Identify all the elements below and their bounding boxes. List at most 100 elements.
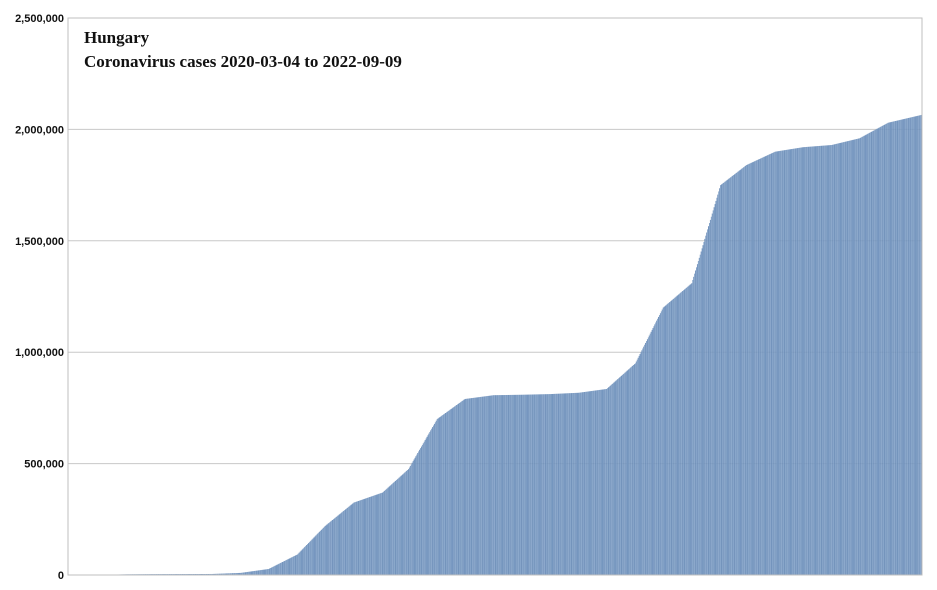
bar bbox=[536, 394, 538, 575]
bar bbox=[255, 570, 257, 575]
bar bbox=[759, 159, 760, 575]
bar bbox=[472, 397, 474, 575]
bar bbox=[380, 493, 382, 575]
bar bbox=[328, 522, 330, 575]
bar bbox=[710, 216, 712, 575]
bar bbox=[372, 495, 374, 575]
bar bbox=[583, 391, 585, 575]
bar bbox=[258, 570, 259, 575]
bar bbox=[759, 158, 761, 575]
bar bbox=[507, 394, 509, 575]
bar bbox=[511, 394, 513, 575]
bar bbox=[802, 147, 804, 575]
bar bbox=[724, 181, 726, 575]
bar bbox=[319, 531, 321, 575]
bar bbox=[864, 135, 866, 576]
bar bbox=[587, 391, 589, 575]
bar bbox=[601, 389, 603, 575]
bar bbox=[447, 411, 449, 575]
bar bbox=[608, 386, 610, 575]
bar bbox=[433, 425, 434, 575]
bar bbox=[275, 565, 277, 575]
bar bbox=[740, 169, 742, 575]
bar bbox=[253, 571, 255, 575]
bar bbox=[703, 242, 705, 575]
bar bbox=[219, 573, 221, 575]
y-tick-label: 500,000 bbox=[24, 459, 64, 471]
bar bbox=[314, 536, 316, 575]
bar bbox=[220, 573, 222, 575]
bar bbox=[826, 145, 828, 576]
bar bbox=[824, 145, 826, 575]
bar bbox=[684, 288, 686, 575]
bar bbox=[865, 134, 867, 576]
bar bbox=[290, 557, 292, 575]
bar bbox=[716, 197, 718, 575]
bar bbox=[357, 501, 359, 575]
bar bbox=[239, 572, 241, 575]
bar bbox=[607, 388, 609, 575]
bar bbox=[216, 573, 218, 575]
bar bbox=[809, 146, 811, 575]
bar bbox=[331, 520, 333, 575]
bar bbox=[434, 422, 436, 575]
bar bbox=[685, 287, 687, 575]
bar bbox=[498, 395, 500, 575]
bar bbox=[568, 393, 570, 575]
bar bbox=[775, 151, 777, 575]
bar bbox=[327, 523, 329, 575]
bar bbox=[906, 118, 908, 575]
bar bbox=[383, 491, 384, 575]
bar bbox=[395, 480, 397, 575]
bar bbox=[692, 279, 694, 575]
bar bbox=[817, 146, 819, 575]
bar bbox=[594, 390, 596, 575]
bar bbox=[288, 558, 290, 575]
bar bbox=[770, 153, 772, 575]
bar bbox=[470, 398, 471, 575]
bar bbox=[617, 379, 619, 575]
bar bbox=[665, 305, 667, 575]
bar bbox=[920, 115, 922, 575]
bar bbox=[853, 139, 855, 575]
bar bbox=[483, 396, 485, 575]
bar bbox=[546, 394, 548, 575]
bar bbox=[272, 566, 274, 575]
bar bbox=[553, 393, 555, 575]
bar bbox=[537, 394, 539, 575]
bar bbox=[466, 398, 468, 575]
bar bbox=[308, 542, 310, 575]
bar bbox=[643, 346, 645, 575]
bar bbox=[704, 238, 706, 576]
bar bbox=[530, 394, 532, 575]
bar bbox=[888, 122, 890, 575]
bar bbox=[701, 248, 703, 575]
bar bbox=[529, 394, 531, 575]
bar bbox=[433, 423, 435, 575]
bar bbox=[660, 311, 662, 575]
bar bbox=[550, 394, 552, 575]
bar bbox=[611, 384, 613, 575]
bar bbox=[731, 176, 733, 575]
bar bbox=[637, 357, 639, 575]
bar bbox=[567, 393, 569, 575]
bar bbox=[860, 137, 862, 575]
bar bbox=[558, 393, 560, 575]
bar bbox=[233, 573, 235, 575]
bar bbox=[658, 316, 659, 575]
bar bbox=[491, 395, 493, 575]
bar bbox=[248, 571, 250, 575]
bar bbox=[744, 166, 746, 576]
bar bbox=[309, 541, 311, 575]
bar bbox=[912, 116, 914, 576]
bar bbox=[733, 175, 735, 575]
bar bbox=[576, 392, 578, 575]
bar bbox=[721, 183, 723, 576]
bar bbox=[282, 561, 283, 575]
bar bbox=[348, 506, 350, 575]
bar bbox=[806, 146, 808, 575]
bar bbox=[610, 384, 612, 575]
bar bbox=[671, 300, 672, 575]
bar bbox=[632, 365, 634, 575]
bar bbox=[687, 286, 689, 575]
